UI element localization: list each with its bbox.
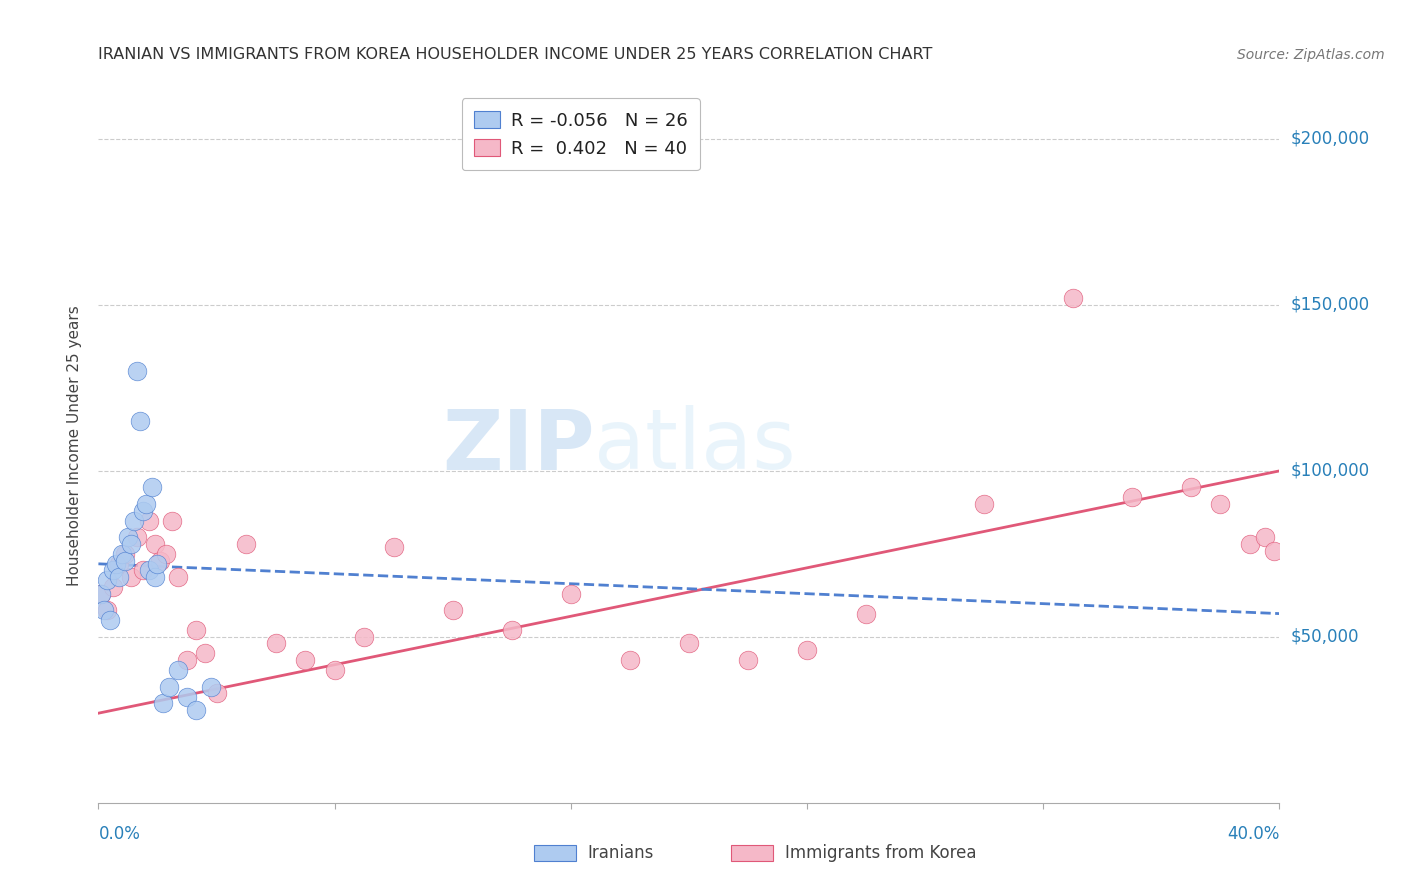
Point — [125, 364, 148, 378]
Point — [128, 414, 150, 428]
Point — [264, 636, 287, 650]
Point — [176, 690, 198, 704]
Point — [103, 580, 125, 594]
Point — [184, 624, 207, 638]
Point — [143, 570, 166, 584]
Legend: R = -0.056   N = 26, R =  0.402   N = 40: R = -0.056 N = 26, R = 0.402 N = 40 — [461, 98, 700, 170]
Point — [135, 497, 157, 511]
Point — [167, 663, 190, 677]
Point — [737, 653, 759, 667]
Text: ZIP: ZIP — [441, 406, 595, 486]
Point — [114, 553, 136, 567]
Point — [200, 680, 222, 694]
Point — [855, 607, 877, 621]
Text: 40.0%: 40.0% — [1227, 825, 1279, 843]
Point — [184, 703, 207, 717]
Point — [108, 557, 131, 571]
Point — [235, 537, 257, 551]
Point — [143, 537, 166, 551]
Point — [146, 557, 169, 571]
Text: Source: ZipAtlas.com: Source: ZipAtlas.com — [1237, 48, 1385, 62]
Point — [167, 570, 190, 584]
Point — [353, 630, 375, 644]
Point — [111, 547, 134, 561]
Text: Immigrants from Korea: Immigrants from Korea — [785, 844, 976, 862]
Point — [114, 547, 136, 561]
Text: Iranians: Iranians — [588, 844, 654, 862]
Point — [501, 624, 523, 638]
Point — [205, 686, 228, 700]
Point — [194, 647, 217, 661]
Point — [138, 514, 160, 528]
Point — [96, 603, 118, 617]
Text: $100,000: $100,000 — [1291, 462, 1369, 480]
Point — [323, 663, 346, 677]
Point — [1062, 291, 1084, 305]
Point — [176, 653, 198, 667]
Point — [155, 547, 177, 561]
Point — [120, 570, 142, 584]
Point — [132, 564, 155, 578]
Point — [162, 514, 183, 528]
Point — [157, 680, 180, 694]
Point — [98, 613, 121, 627]
Point — [90, 587, 112, 601]
Point — [619, 653, 641, 667]
Point — [1209, 497, 1232, 511]
Point — [96, 574, 118, 588]
Point — [125, 530, 148, 544]
Point — [294, 653, 316, 667]
Point — [1239, 537, 1261, 551]
Point — [1180, 481, 1202, 495]
Text: $150,000: $150,000 — [1291, 296, 1369, 314]
Text: $200,000: $200,000 — [1291, 130, 1369, 148]
Point — [103, 564, 125, 578]
Point — [382, 540, 405, 554]
Point — [560, 587, 582, 601]
Text: $50,000: $50,000 — [1291, 628, 1360, 646]
Y-axis label: Householder Income Under 25 years: Householder Income Under 25 years — [67, 306, 83, 586]
Point — [973, 497, 995, 511]
Point — [117, 530, 139, 544]
Point — [441, 603, 464, 617]
Point — [1263, 543, 1285, 558]
Text: atlas: atlas — [595, 406, 796, 486]
Point — [105, 557, 128, 571]
Point — [796, 643, 818, 657]
Point — [678, 636, 700, 650]
Point — [138, 564, 160, 578]
Point — [1254, 530, 1277, 544]
Point — [90, 587, 112, 601]
Point — [141, 481, 163, 495]
Point — [93, 603, 115, 617]
Point — [149, 553, 172, 567]
Point — [132, 504, 155, 518]
Point — [108, 570, 131, 584]
Point — [1121, 491, 1143, 505]
Text: IRANIAN VS IMMIGRANTS FROM KOREA HOUSEHOLDER INCOME UNDER 25 YEARS CORRELATION C: IRANIAN VS IMMIGRANTS FROM KOREA HOUSEHO… — [98, 47, 932, 62]
Point — [120, 537, 142, 551]
Text: 0.0%: 0.0% — [98, 825, 141, 843]
Point — [122, 514, 145, 528]
Point — [152, 696, 174, 710]
